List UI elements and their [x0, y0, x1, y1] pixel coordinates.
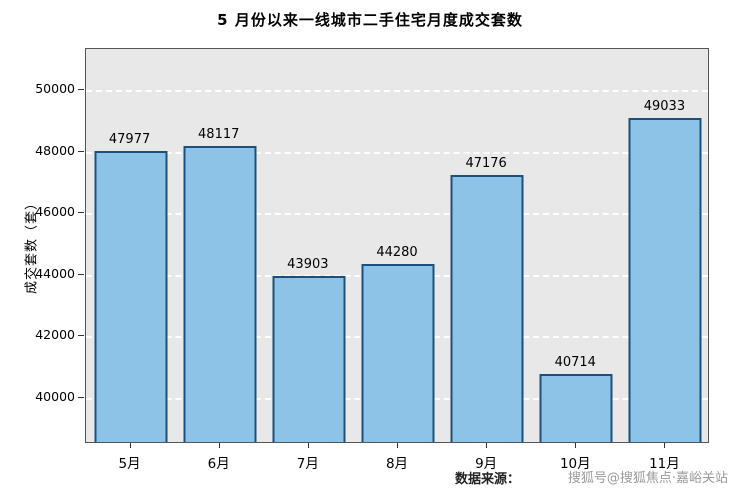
bar: [539, 373, 613, 442]
x-tick-mark: [664, 443, 666, 448]
bar: [272, 275, 346, 442]
watermark-text: 搜狐号@搜狐焦点·嘉峪关站: [567, 471, 728, 486]
x-tick-mark: [129, 443, 131, 448]
y-tick-mark: [78, 212, 84, 214]
bar: [361, 264, 435, 442]
x-tick-mark: [397, 443, 398, 448]
y-tick-mark: [78, 396, 84, 398]
bar-value-label: 48117: [198, 127, 240, 143]
y-tick-label: 46000: [35, 204, 75, 220]
gridline: [86, 90, 708, 93]
x-tick-label: 6月: [207, 456, 230, 472]
data-source-text: 数据来源：: [455, 472, 521, 487]
y-tick-mark: [78, 150, 84, 152]
bar-value-label: 47977: [108, 131, 151, 147]
y-tick-mark: [78, 335, 84, 337]
x-tick-mark: [307, 443, 309, 448]
x-tick-label: 7月: [296, 456, 319, 472]
x-tick-label: 11月: [649, 456, 680, 472]
bar: [450, 175, 524, 442]
bar-value-label: 49033: [643, 99, 686, 115]
bar-value-label: 40714: [554, 354, 596, 370]
x-tick-mark: [486, 443, 488, 448]
y-tick-label: 40000: [35, 388, 75, 404]
plot-area: [85, 48, 709, 443]
y-tick-label: 50000: [35, 81, 75, 97]
x-tick-label: 10月: [559, 456, 591, 472]
y-tick-mark: [78, 89, 84, 91]
x-tick-label: 8月: [385, 456, 409, 472]
y-tick-label: 42000: [35, 327, 75, 343]
y-tick-label: 44000: [35, 265, 75, 281]
y-tick-label: 48000: [35, 142, 75, 158]
chart-title: 5 月份以来一线城市二手住宅月度成交套数: [217, 11, 523, 29]
bar-value-label: 44280: [376, 245, 418, 261]
bar: [94, 150, 168, 442]
x-tick-mark: [218, 443, 220, 448]
gridline: [86, 213, 708, 216]
bar: [183, 146, 257, 442]
bar: [628, 118, 702, 442]
y-tick-mark: [78, 273, 84, 275]
x-tick-label: 9月: [475, 456, 498, 472]
bar-value-label: 43903: [287, 256, 329, 272]
bar-value-label: 47176: [465, 156, 507, 172]
x-tick-mark: [575, 443, 577, 448]
gridline: [86, 151, 708, 154]
x-tick-label: 5月: [118, 456, 141, 472]
